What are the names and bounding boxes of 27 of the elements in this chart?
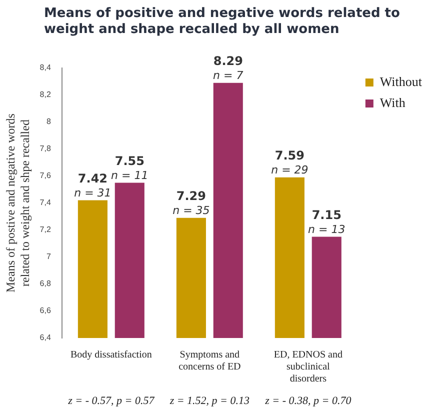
- y-tick-label: 7,8: [40, 144, 52, 154]
- y-tick-label: 8,2: [40, 90, 52, 100]
- data-label: 7.59 n = 29: [271, 148, 308, 176]
- x-tick-label: Body dissatisfaction: [70, 350, 152, 361]
- y-tick-label: 7,4: [40, 198, 52, 208]
- x-tick-label: Symptoms and concerns of ED: [178, 350, 241, 373]
- chart-title: Means of positive and negative words related to weight and shape recalled by all women: [44, 6, 401, 38]
- data-label: 7.55 n = 11: [111, 154, 148, 182]
- y-tick-label: 7,6: [40, 171, 52, 180]
- text: z = - 0.57, p = 0.57: [67, 395, 155, 407]
- x-tick-label: ED, EDNOS and subclinical disorders: [274, 350, 342, 385]
- y-axis-title: Means of postive and negative words related to weight and shpe recalled: [3, 113, 32, 292]
- y-tick-label: 6,8: [40, 279, 52, 288]
- y-tick-label: 8: [46, 117, 52, 126]
- y-tick-label: 6,4: [40, 333, 52, 342]
- data-label: 7.15 n = 13: [308, 208, 346, 236]
- y-tick-label: 7,2: [40, 225, 52, 234]
- text: z = 1.52, p = 0.13: [168, 395, 250, 407]
- data-label: 8.29 n = 7: [213, 54, 244, 82]
- text: z = - 0.38, p = 0.70: [264, 395, 352, 407]
- data-label: 7.42 n = 31: [74, 171, 112, 200]
- legend-label: Without: [380, 74, 422, 89]
- y-tick-label: 8,4: [40, 63, 52, 72]
- legend-label: With: [380, 94, 406, 110]
- data-label: 7.29 n = 35: [172, 188, 210, 217]
- y-tick-label: 6,6: [40, 306, 52, 316]
- y-tick-label: 7: [46, 252, 52, 262]
